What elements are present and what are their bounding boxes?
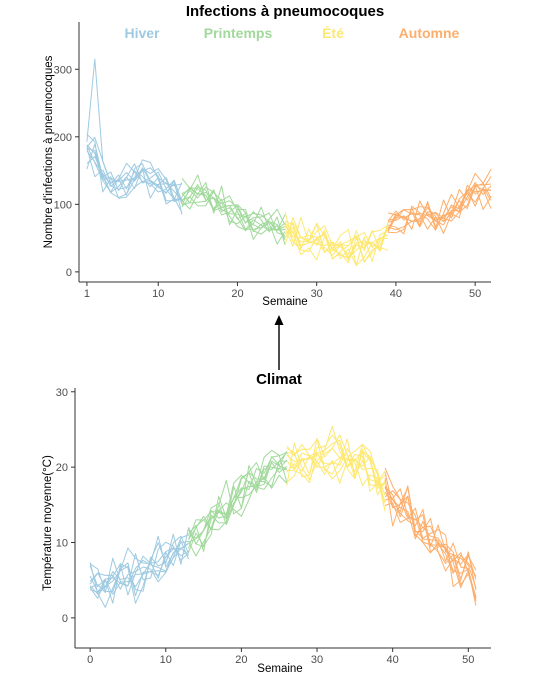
climate-series-automne [384,502,477,602]
infections-series-hiver [86,145,183,213]
climate-series-printemps [188,460,287,552]
climate-series-ete [286,452,386,512]
infections-series-ete [284,222,389,261]
climate-series-group [89,425,477,608]
climate-x-tick-label: 10 [160,654,172,666]
infections-series-ete [284,211,389,261]
climate-series-automne [384,488,477,580]
climate-x-tick-label: 0 [87,654,93,666]
climate-series-printemps [188,451,288,539]
infections-axes: 1 10 20 30 40 50 0 100 200 300 [54,22,491,300]
infections-series-hiver [86,137,183,202]
arrow-head [274,315,284,325]
climate-axes: 0 10 20 30 40 50 0 10 20 30 [56,387,491,666]
climate-series-automne [384,485,477,599]
infections-y-title: Nombre d'infections à pneumocoques [43,55,55,248]
link-arrow [274,315,284,370]
infections-x-tick-label: 10 [152,288,164,300]
climate-panel: Climat 0 10 20 30 40 50 0 10 20 30 Semaine Tempér… [42,371,491,675]
climate-x-tick-label: 40 [387,654,399,666]
infections-series-hiver [86,144,183,200]
climate-series-hiver [89,542,189,608]
infections-y-tick-label: 300 [54,64,72,76]
season-legend: Hiver Printemps Été Automne [124,25,459,41]
infections-series-automne [387,183,492,232]
infections-series-printemps [181,182,286,235]
climate-series-automne [384,485,477,580]
infections-series-automne [387,176,492,235]
infections-series-ete [284,222,389,266]
climate-x-tick-label: 30 [311,654,323,666]
climate-series-automne [384,472,477,588]
climate-x-title: Semaine [257,663,302,675]
infections-series-printemps [181,186,286,232]
climate-y-tick-label: 10 [56,537,68,549]
climate-x-tick-label: 20 [235,654,247,666]
legend-printemps: Printemps [204,25,273,41]
infections-panel: Infections à pneumocoques Hiver Printemp… [43,3,492,308]
climate-series-ete [286,425,386,486]
climate-series-hiver [89,547,189,595]
climate-series-ete [286,444,386,504]
climate-x-tick-label: 50 [462,654,474,666]
infections-series-printemps [181,186,286,245]
infections-series-hiver [86,147,183,202]
climate-series-printemps [188,452,288,548]
climate-series-ete [286,439,386,496]
climate-series-hiver [89,541,189,588]
legend-hiver: Hiver [124,25,160,41]
legend-automne: Automne [399,25,460,41]
infections-series-hiver [86,150,183,199]
infections-y-tick-label: 0 [66,267,72,279]
infections-series-group [86,58,492,267]
climate-series-printemps [188,465,287,540]
infections-series-printemps [181,186,286,233]
climate-series-printemps [188,451,288,553]
infections-y-tick-label: 100 [54,199,72,211]
infections-x-tick-label: 30 [311,288,323,300]
infections-x-tick-label: 50 [469,288,481,300]
climate-series-automne [384,477,477,591]
infections-x-tick-label: 40 [390,288,402,300]
climate-series-ete [286,447,386,512]
infections-x-title: Semaine [262,296,307,308]
climate-series-printemps [188,449,288,557]
climate-series-automne [384,486,477,599]
infections-series-automne [387,185,492,231]
infections-x-tick-label: 20 [231,288,243,300]
climate-series-hiver [89,540,189,593]
climate-y-tick-label: 0 [62,613,68,625]
climate-series-hiver [89,547,189,593]
infections-title: Infections à pneumocoques [186,3,384,20]
infections-series-automne [387,172,492,231]
climate-y-title: Température moyenne(°C) [42,455,54,591]
climate-y-tick-label: 30 [56,387,68,399]
climate-series-printemps [188,462,288,541]
climate-series-automne [384,467,477,597]
infections-series-printemps [181,177,286,237]
infections-y-tick-label: 200 [54,132,72,144]
climate-y-tick-label: 20 [56,462,68,474]
climate-title: Climat [256,371,302,388]
infections-series-ete [284,223,389,256]
climate-series-automne [384,490,477,606]
infections-x-tick-label: 1 [84,288,90,300]
legend-ete: Été [322,25,344,41]
climate-series-printemps [188,459,288,545]
